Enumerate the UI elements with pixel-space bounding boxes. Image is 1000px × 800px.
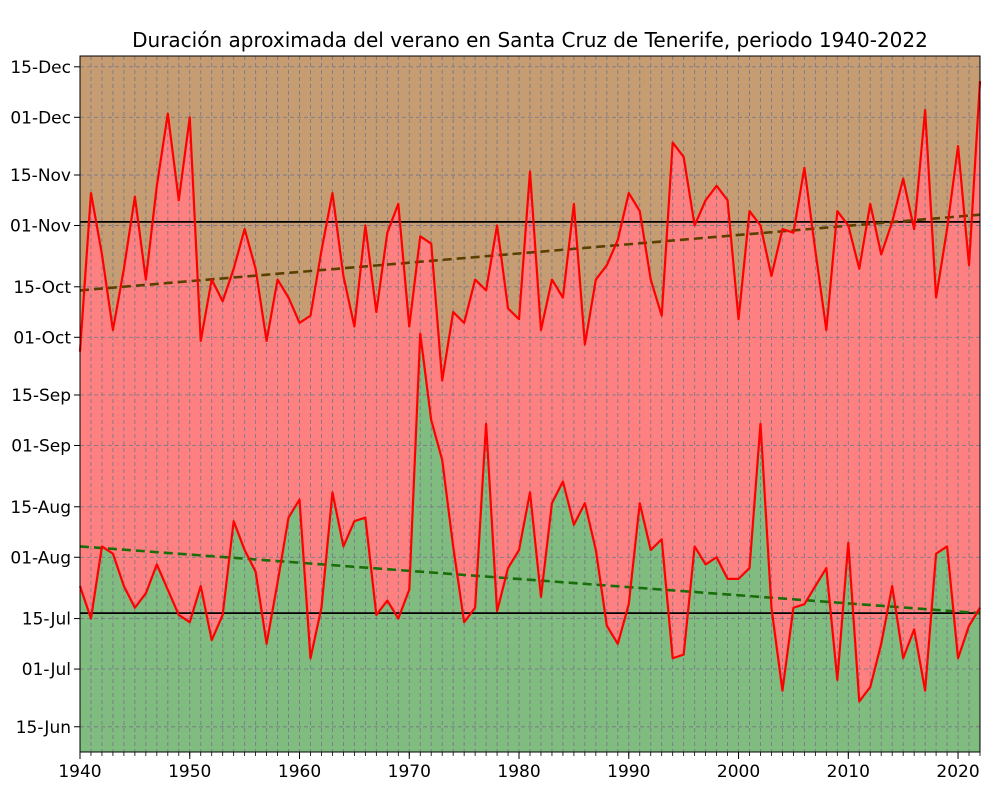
x-tick-label-1950: 1950 <box>168 762 211 782</box>
y-tick-label-01-Oct: 01-Oct <box>13 328 71 348</box>
x-tick-label-2010: 2010 <box>827 762 870 782</box>
y-tick-label-15-Jun: 15-Jun <box>16 718 71 738</box>
y-tick-label-01-Dec: 01-Dec <box>10 108 71 128</box>
y-tick-label-01-Sep: 01-Sep <box>11 436 71 456</box>
chart-title: Duración aproximada del verano en Santa … <box>132 28 928 52</box>
x-tick-label-1990: 1990 <box>607 762 650 782</box>
series-line-summer_end <box>78 81 982 382</box>
x-tick-label-1980: 1980 <box>497 762 540 782</box>
y-tick-label-15-Oct: 15-Oct <box>13 278 71 298</box>
y-tick-label-01-Aug: 01-Aug <box>10 548 71 568</box>
y-tick-label-15-Sep: 15-Sep <box>11 386 71 406</box>
y-tick-label-01-Jul: 01-Jul <box>22 660 71 680</box>
y-tick-label-01-Nov: 01-Nov <box>10 216 71 236</box>
x-tick-label-1940: 1940 <box>58 762 101 782</box>
y-tick-label-15-Jul: 15-Jul <box>22 610 71 630</box>
summer-region <box>80 81 980 702</box>
x-tick-label-1970: 1970 <box>388 762 431 782</box>
y-tick-label-15-Nov: 15-Nov <box>10 166 71 186</box>
series-line-summer_start <box>78 332 981 703</box>
trend-line-end_trend <box>79 213 981 292</box>
trend-line-start_trend <box>79 545 981 615</box>
x-tick-label-2000: 2000 <box>717 762 760 782</box>
y-tick-label-15-Dec: 15-Dec <box>10 58 71 78</box>
x-tick-label-2020: 2020 <box>936 762 979 782</box>
y-tick-label-15-Aug: 15-Aug <box>10 498 71 518</box>
x-tick-label-1960: 1960 <box>278 762 321 782</box>
